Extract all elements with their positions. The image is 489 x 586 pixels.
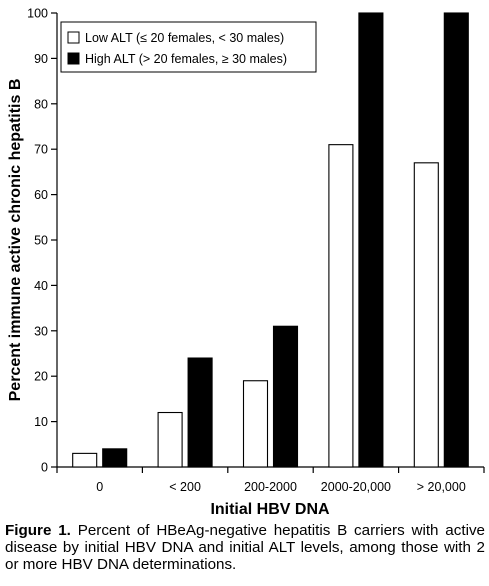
x-tick-label: 200-2000 <box>244 480 297 494</box>
bars-group <box>72 12 469 468</box>
x-axis-title: Initial HBV DNA <box>210 501 330 518</box>
y-axis: 0 10 20 30 40 50 60 70 80 90 100 <box>27 7 58 475</box>
bar-low-alt <box>413 162 439 468</box>
x-tick-label: 2000-20,000 <box>321 480 391 494</box>
x-tick-label: 0 <box>96 480 103 494</box>
caption-label: Figure 1. <box>5 522 71 539</box>
y-axis-title: Percent immune active chronic hepatitis … <box>7 79 24 402</box>
bar-low-alt <box>72 452 98 468</box>
y-tick-label: 80 <box>34 97 48 111</box>
y-tick-label: 20 <box>34 370 48 384</box>
x-axis: 0 < 200 200-2000 2000-20,000 > 20,000 <box>56 466 485 494</box>
bar-high-alt <box>102 448 128 468</box>
bar-high-alt <box>187 357 213 468</box>
bar-low-alt <box>328 144 354 468</box>
y-tick-label: 60 <box>34 188 48 202</box>
legend-label: Low ALT (≤ 20 females, < 30 males) <box>85 31 284 45</box>
legend: Low ALT (≤ 20 females, < 30 males) High A… <box>60 21 317 73</box>
y-tick-label: 50 <box>34 234 48 248</box>
y-tick-label: 90 <box>34 52 48 66</box>
x-tick-label: < 200 <box>169 480 201 494</box>
legend-swatch <box>67 52 80 65</box>
figure-caption: Figure 1. Percent of HBeAg-negative hepa… <box>5 522 485 573</box>
bar-high-alt <box>358 12 384 468</box>
bar-high-alt <box>272 325 299 468</box>
legend-label: High ALT (> 20 females, ≥ 30 males) <box>85 52 287 66</box>
y-tick-label: 40 <box>34 279 48 293</box>
y-tick-label: 0 <box>41 461 48 475</box>
y-tick-label: 10 <box>34 415 48 429</box>
y-tick-label: 100 <box>27 7 48 21</box>
legend-box <box>60 21 317 73</box>
legend-swatch <box>67 31 80 44</box>
y-tick-label: 30 <box>34 324 48 338</box>
bar-low-alt <box>157 411 183 468</box>
bar-high-alt <box>443 12 469 468</box>
x-tick-label: > 20,000 <box>417 480 466 494</box>
caption-text: Percent of HBeAg-negative hepatitis B ca… <box>5 522 485 573</box>
bar-chart: 0 10 20 30 40 50 60 70 80 90 100 0 < 200 200-2000 200… <box>7 7 485 518</box>
y-tick-label: 70 <box>34 143 48 157</box>
bar-low-alt <box>242 380 269 468</box>
